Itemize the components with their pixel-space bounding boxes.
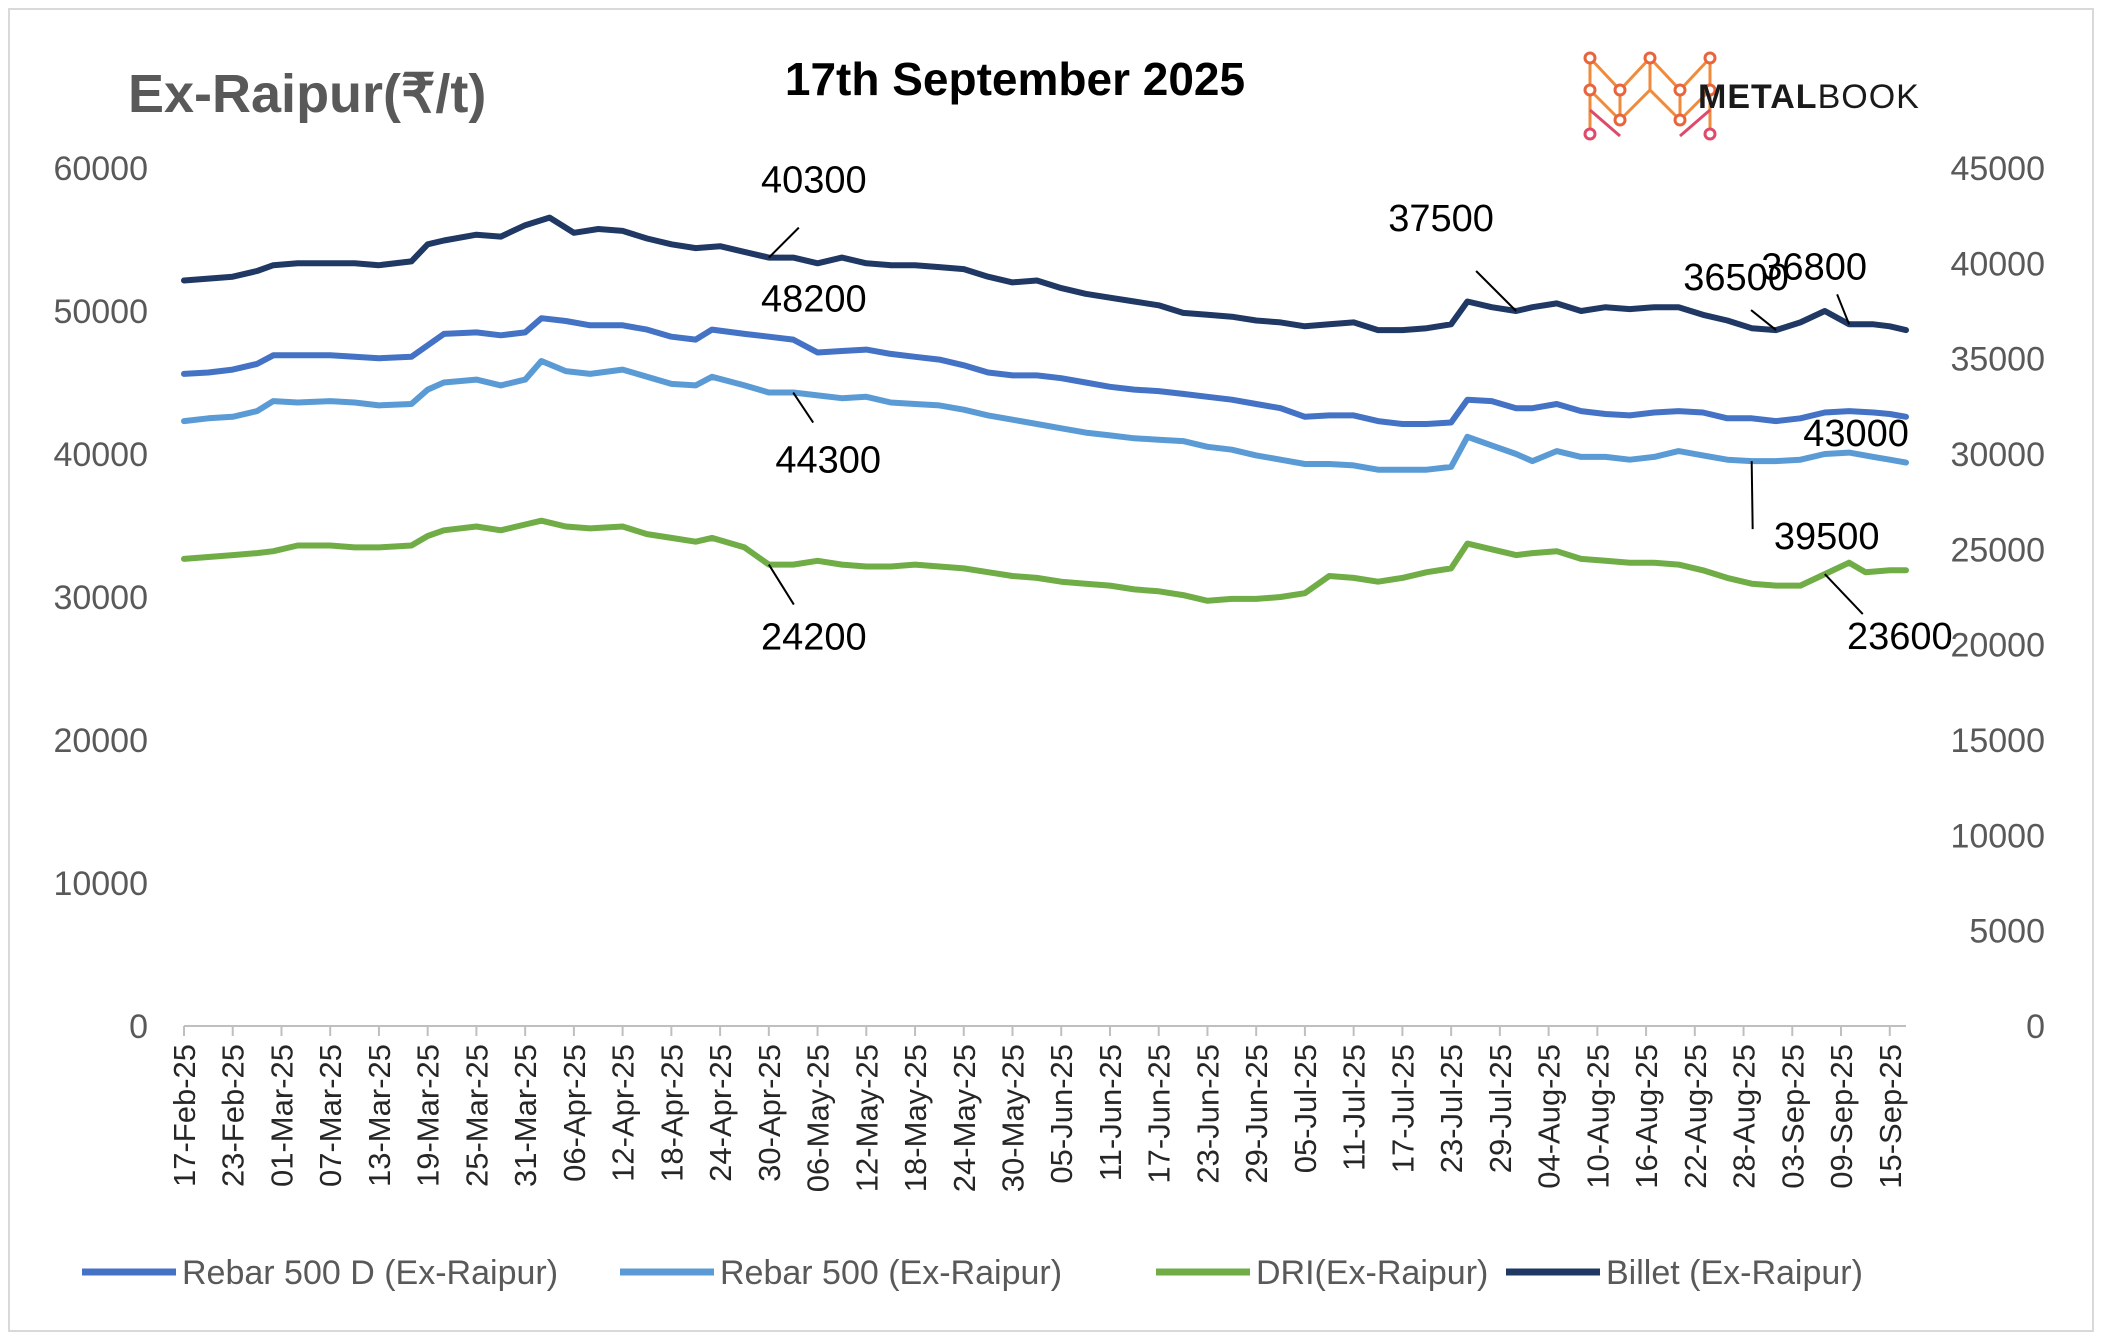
legend-label: Rebar 500 (Ex-Raipur) [720,1254,1062,1292]
x-tick-label: 30-May-25 [996,1044,1031,1192]
series-line-0 [181,315,1909,427]
x-tick-label: 30-Apr-25 [752,1044,787,1182]
y-axis-right: 0 5000 10000 15000 20000 25000 30000 35000 40000… [1950,150,2045,1046]
x-tick-label: 10-Aug-25 [1580,1044,1615,1189]
x-tick-label: 23-Jun-25 [1190,1044,1225,1184]
x-tick-label: 05-Jul-25 [1288,1044,1323,1173]
data-label: 36500 [1683,257,1789,299]
y-tick-left: 10000 [53,865,148,903]
y-tick-left: 60000 [53,150,148,188]
x-tick-label: 15-Sep-25 [1873,1044,1908,1189]
legend-label: DRI(Ex-Raipur) [1256,1254,1488,1292]
x-tick-label: 09-Sep-25 [1824,1044,1859,1189]
x-tick-label: 17-Jun-25 [1142,1044,1177,1184]
x-tick-label: 17-Feb-25 [167,1044,202,1187]
x-tick-label: 24-May-25 [947,1044,982,1192]
legend-label: Billet (Ex-Raipur) [1606,1254,1863,1292]
x-tick-label: 13-Mar-25 [362,1044,397,1187]
x-tick-label: 31-Mar-25 [508,1044,543,1187]
legend-label: Rebar 500 D (Ex-Raipur) [182,1254,558,1292]
chart-title: 17th September 2025 [785,53,1245,105]
x-tick-label: 06-May-25 [801,1044,836,1192]
x-tick-label: 19-Mar-25 [411,1044,446,1187]
y-axis-title: Ex-Raipur(₹/t) [128,64,486,124]
annotation-leader [1475,270,1517,312]
x-tick-label: 28-Aug-25 [1727,1044,1762,1189]
data-label: 48200 [761,279,867,321]
annotation-leader [768,226,800,259]
brand-name: METALBOOK [1698,78,1920,116]
annotation-leader [1750,461,1754,530]
annotation-leader [767,564,795,606]
y-tick-right: 25000 [1950,531,2045,569]
y-tick-right: 10000 [1950,817,2045,855]
data-label: 23600 [1847,616,1953,658]
x-tick-label: 18-May-25 [898,1044,933,1192]
y-tick-left: 40000 [53,436,148,474]
y-tick-right: 30000 [1950,436,2045,474]
x-tick-label: 05-Jun-25 [1044,1044,1079,1184]
y-tick-left: 20000 [53,722,148,760]
y-tick-left: 30000 [53,579,148,617]
data-label: 44300 [775,440,881,482]
series-line-3 [181,214,1909,334]
x-tick-label: 04-Aug-25 [1532,1044,1567,1189]
x-tick-label: 29-Jul-25 [1483,1044,1518,1173]
series-line-2 [181,517,1909,604]
y-tick-right: 20000 [1950,627,2045,665]
x-tick-label: 23-Feb-25 [216,1044,251,1187]
x-tick-label: 17-Jul-25 [1385,1044,1420,1173]
x-tick-label: 23-Jul-25 [1434,1044,1469,1173]
x-tick-label: 07-Mar-25 [313,1044,348,1187]
annotation-leader [1824,573,1864,615]
legend: Rebar 500 D (Ex-Raipur) Rebar 500 (Ex-Rai… [82,1254,1863,1292]
y-tick-right: 15000 [1950,722,2045,760]
series-line-1 [181,358,1909,473]
chart-frame [8,8,2094,1332]
x-tick-label: 29-Jun-25 [1239,1044,1274,1184]
data-label: 43000 [1803,413,1909,455]
x-tick-label: 16-Aug-25 [1629,1044,1664,1189]
x-tick-label: 01-Mar-25 [264,1044,299,1187]
y-tick-right: 40000 [1950,245,2045,283]
data-label: 24200 [761,617,867,659]
x-tick-label: 22-Aug-25 [1678,1044,1713,1189]
data-label: 37500 [1388,198,1494,240]
x-tick-label: 25-Mar-25 [459,1044,494,1187]
annotation-leader [1836,293,1851,325]
y-tick-right: 35000 [1950,341,2045,379]
annotation-leader [1750,309,1777,331]
data-label: 39500 [1774,516,1880,558]
data-label: 40300 [761,160,867,202]
x-tick-label: 11-Jul-25 [1337,1044,1372,1171]
x-tick-label: 06-Apr-25 [557,1044,592,1182]
data-label: 36800 [1761,246,1867,288]
y-axis-left: 0 10000 20000 30000 40000 50000 60000 [53,150,148,1046]
x-axis: 17-Feb-25 23-Feb-25 01-Mar-25 07-Mar-25 13-M… [167,1026,1908,1192]
plot-area [181,214,1909,604]
x-tick-label: 03-Sep-25 [1775,1044,1810,1189]
x-tick-label: 24-Apr-25 [703,1044,738,1182]
metalbook-logo-icon [1583,51,1717,141]
annotation-leader [792,391,815,424]
y-tick-right: 0 [2026,1008,2045,1046]
x-tick-label: 11-Jun-25 [1093,1044,1128,1181]
x-tick-label: 12-May-25 [849,1044,884,1192]
y-tick-left: 0 [129,1008,148,1046]
y-tick-left: 50000 [53,293,148,331]
x-tick-label: 18-Apr-25 [654,1044,689,1182]
y-tick-right: 45000 [1950,150,2045,188]
x-tick-label: 12-Apr-25 [606,1044,641,1182]
y-tick-right: 5000 [1969,913,2045,951]
